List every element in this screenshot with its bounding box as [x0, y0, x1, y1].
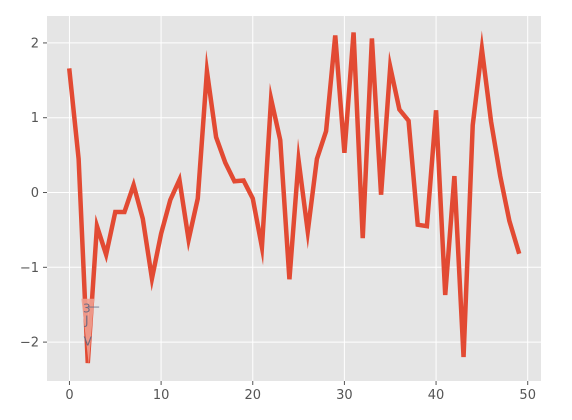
- y-tick-label: 1: [31, 111, 39, 126]
- highlight-layer: 3—JV: [81, 298, 100, 365]
- y-tick-label: −2: [20, 336, 39, 351]
- x-tick-label: 20: [244, 388, 261, 403]
- y-tick-label: −1: [20, 261, 39, 276]
- series-line: [66, 30, 522, 364]
- x-tick-label: 40: [428, 388, 445, 403]
- x-tick-label: 0: [65, 388, 73, 403]
- x-tick-label: 10: [153, 388, 170, 403]
- y-tick-label: 0: [31, 186, 39, 201]
- highlight-glyph: 3: [83, 302, 91, 316]
- highlight-glyph: V: [84, 335, 93, 349]
- axes: 0 10 20 30 40 50 −2 −1 0 1 2: [20, 36, 536, 403]
- highlight-overlay: [81, 298, 95, 365]
- x-tick-label: 50: [519, 388, 536, 403]
- series-layer: [66, 30, 522, 364]
- x-tick-label: 30: [336, 388, 353, 403]
- y-tick-label: 2: [31, 36, 39, 51]
- highlight-glyph: J: [84, 314, 89, 328]
- highlight-glyph: —: [88, 300, 100, 314]
